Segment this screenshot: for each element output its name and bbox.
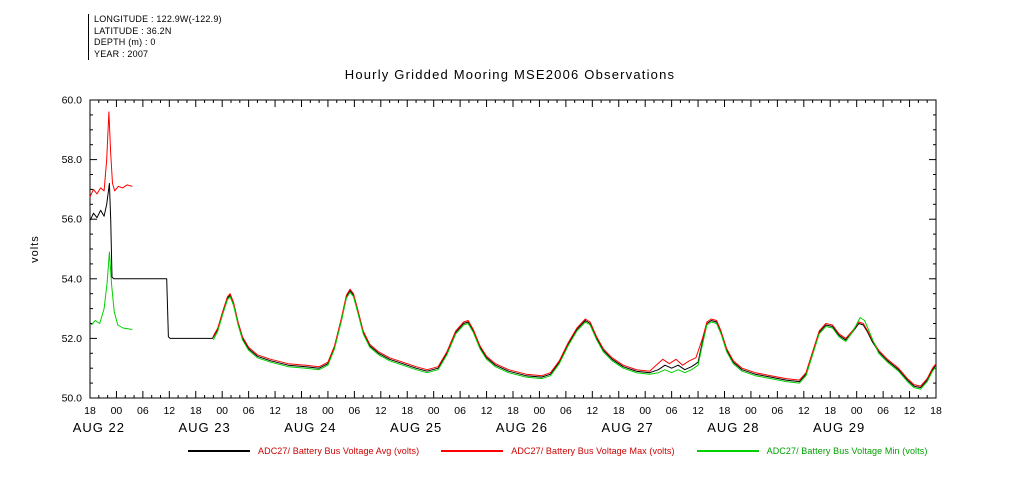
svg-text:AUG 23: AUG 23 <box>178 420 230 435</box>
chart-title: Hourly Gridded Mooring MSE2006 Observati… <box>344 67 676 82</box>
legend-label-max: ADC27/ Battery Bus Voltage Max (volts) <box>511 446 675 456</box>
svg-text:18: 18 <box>507 405 519 417</box>
legend-label-min: ADC27/ Battery Bus Voltage Min (volts) <box>766 446 928 456</box>
svg-text:AUG 26: AUG 26 <box>496 420 548 435</box>
min-line-swatch <box>696 450 759 452</box>
svg-text:06: 06 <box>666 405 678 417</box>
longitude-label: LONGITUDE : 122.9W(-122.9) <box>94 14 222 24</box>
svg-text:18: 18 <box>824 405 836 417</box>
svg-text:56.0: 56.0 <box>62 214 83 226</box>
svg-text:18: 18 <box>613 405 625 417</box>
svg-text:00: 00 <box>216 405 228 417</box>
svg-text:18: 18 <box>84 405 96 417</box>
svg-text:12: 12 <box>904 405 916 417</box>
svg-text:AUG 25: AUG 25 <box>390 420 442 435</box>
svg-text:06: 06 <box>454 405 466 417</box>
svg-text:12: 12 <box>586 405 598 417</box>
svg-text:60.0: 60.0 <box>62 95 83 107</box>
svg-text:12: 12 <box>692 405 704 417</box>
svg-text:00: 00 <box>639 405 651 417</box>
svg-text:AUG 28: AUG 28 <box>707 420 759 435</box>
legend-item-max: ADC27/ Battery Bus Voltage Max (volts) <box>441 446 674 456</box>
legend-label-avg: ADC27/ Battery Bus Voltage Avg (volts) <box>258 446 420 456</box>
max-line-swatch <box>441 450 504 452</box>
svg-text:54.0: 54.0 <box>62 273 83 285</box>
svg-text:18: 18 <box>296 405 308 417</box>
svg-text:AUG 27: AUG 27 <box>601 420 653 435</box>
svg-text:06: 06 <box>243 405 255 417</box>
svg-text:00: 00 <box>534 405 546 417</box>
svg-text:00: 00 <box>851 405 863 417</box>
svg-text:12: 12 <box>163 405 175 417</box>
svg-text:18: 18 <box>190 405 202 417</box>
svg-text:06: 06 <box>560 405 572 417</box>
svg-text:52.0: 52.0 <box>62 333 83 345</box>
svg-text:06: 06 <box>349 405 361 417</box>
svg-text:06: 06 <box>772 405 784 417</box>
svg-text:12: 12 <box>798 405 810 417</box>
svg-text:AUG 22: AUG 22 <box>73 420 125 435</box>
year-label: YEAR : 2007 <box>94 48 149 59</box>
svg-text:00: 00 <box>111 405 123 417</box>
svg-text:AUG 24: AUG 24 <box>284 420 336 435</box>
svg-text:06: 06 <box>877 405 889 417</box>
latitude-label: LATITUDE : 36.2N <box>94 25 172 36</box>
svg-text:06: 06 <box>137 405 149 417</box>
legend: ADC27/ Battery Bus Voltage Avg (volts) A… <box>188 446 927 456</box>
svg-text:00: 00 <box>745 405 757 417</box>
svg-text:volts: volts <box>29 235 41 263</box>
svg-text:18: 18 <box>401 405 413 417</box>
svg-text:58.0: 58.0 <box>62 154 83 166</box>
legend-item-min: ADC27/ Battery Bus Voltage Min (volts) <box>696 446 928 456</box>
station-metadata: LONGITUDE : 122.9W(-122.9) LATITUDE : 36… <box>88 14 222 60</box>
svg-text:12: 12 <box>481 405 493 417</box>
avg-line-swatch <box>188 450 250 452</box>
svg-text:00: 00 <box>322 405 334 417</box>
depth-label: DEPTH (m) : 0 <box>94 37 156 47</box>
svg-text:12: 12 <box>375 405 387 417</box>
svg-text:50.0: 50.0 <box>62 393 83 405</box>
svg-text:18: 18 <box>930 405 942 417</box>
svg-text:12: 12 <box>269 405 281 417</box>
svg-text:18: 18 <box>719 405 731 417</box>
legend-item-avg: ADC27/ Battery Bus Voltage Avg (volts) <box>188 446 419 456</box>
svg-text:00: 00 <box>428 405 440 417</box>
svg-text:AUG 29: AUG 29 <box>813 420 865 435</box>
